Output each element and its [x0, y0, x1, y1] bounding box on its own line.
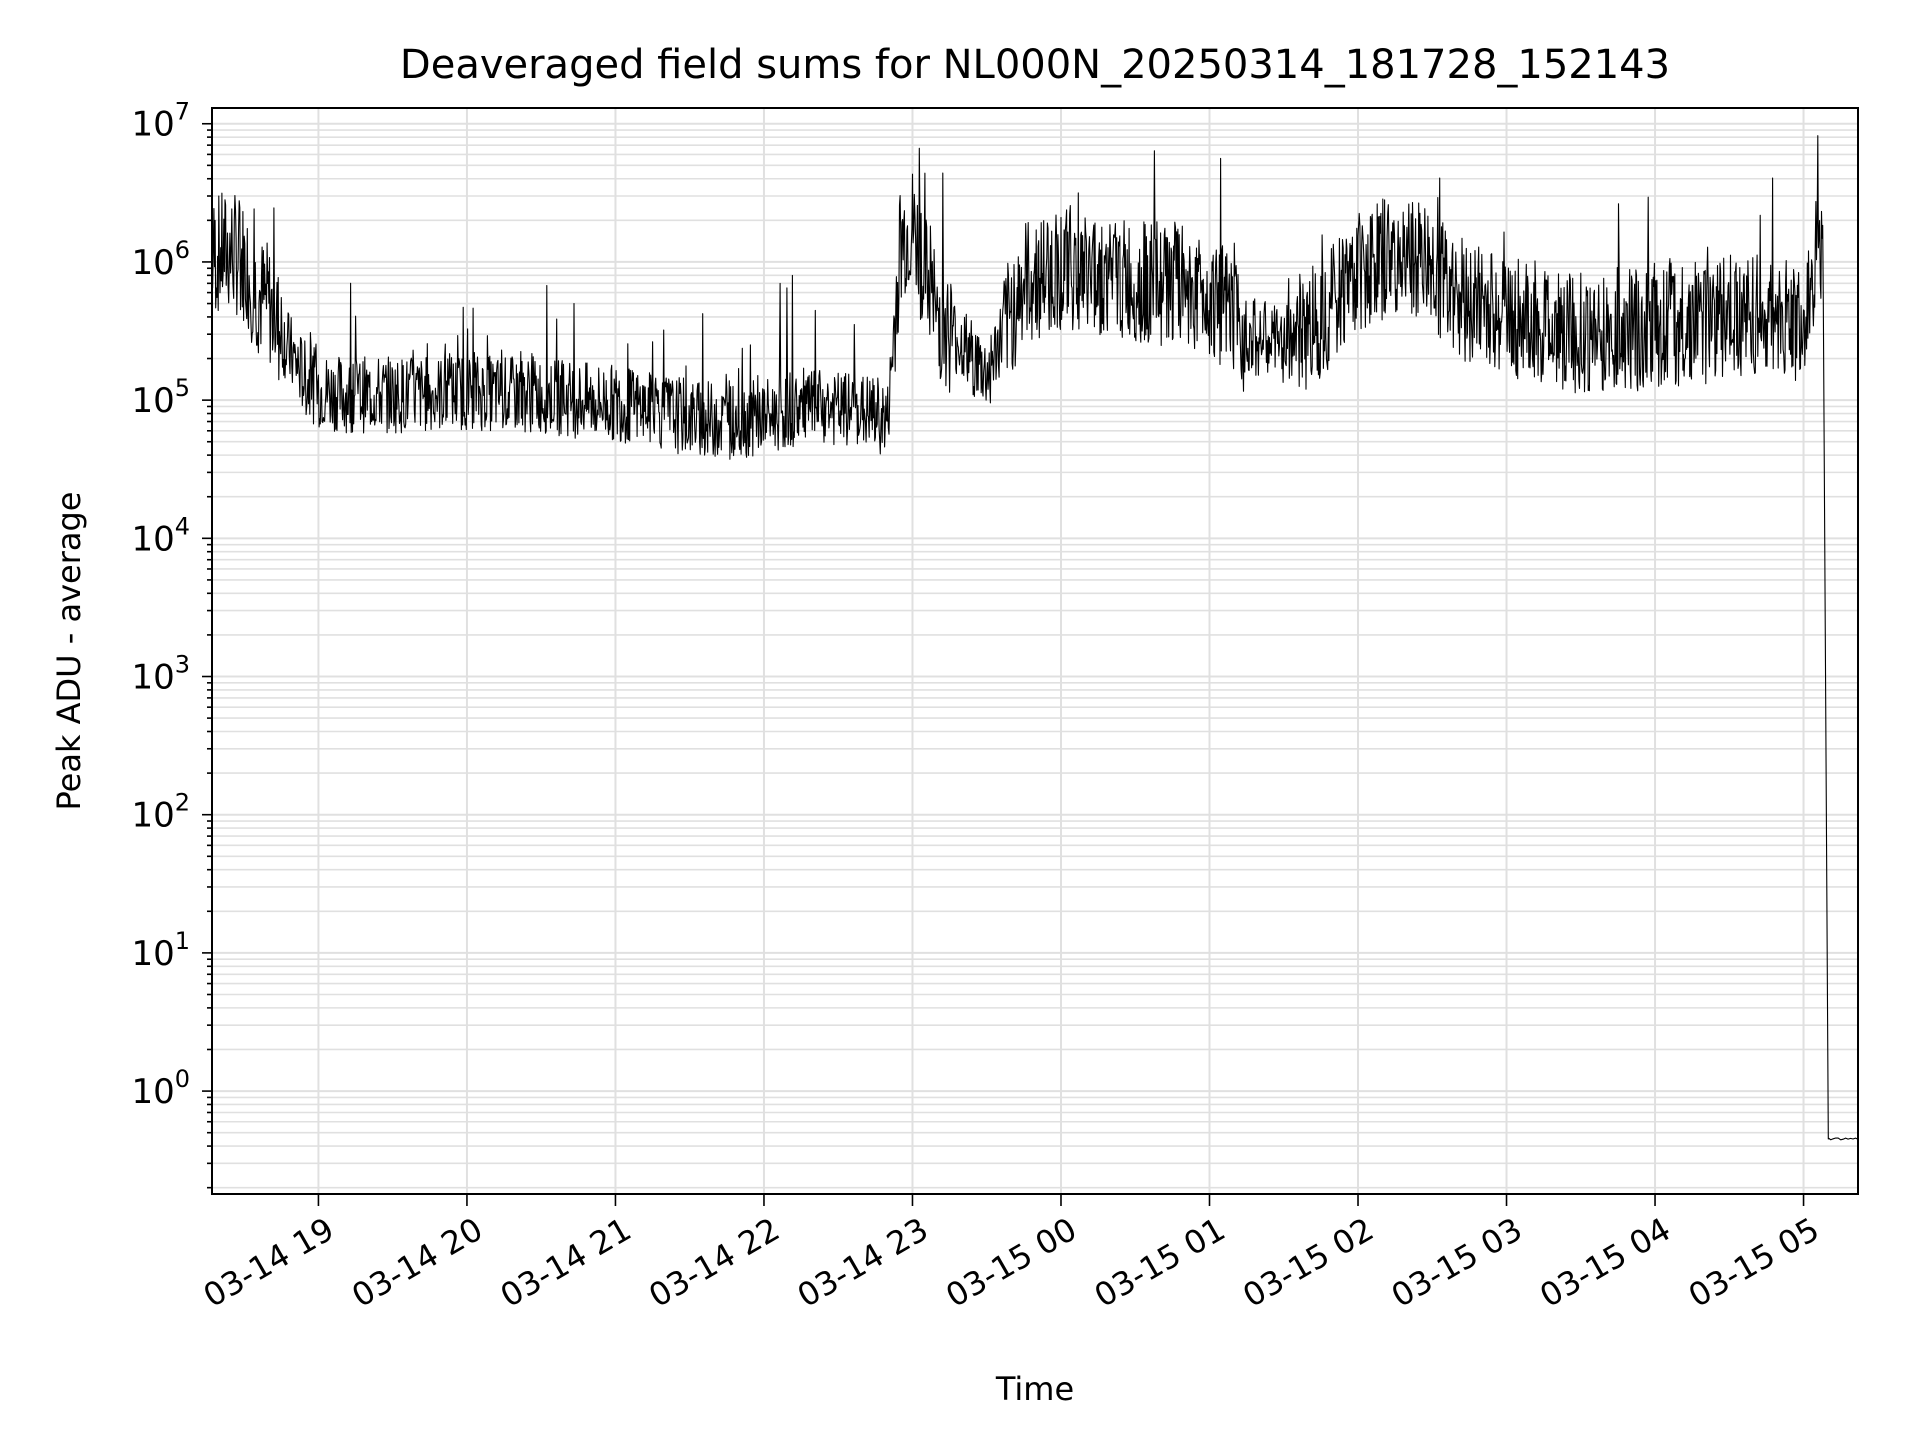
gridlines [212, 108, 1858, 1194]
y-tick-label: 105 [131, 374, 190, 421]
y-tick-label: 107 [131, 98, 190, 145]
x-tick-label: 03-15 03 [1385, 1210, 1529, 1315]
y-tick-label: 106 [131, 236, 190, 283]
data-series-line [211, 135, 1859, 1141]
y-tick-label: 104 [131, 512, 190, 559]
x-tick-label: 03-15 01 [1088, 1210, 1232, 1315]
x-tick-label: 03-14 23 [791, 1210, 935, 1315]
x-axis-label: Time [995, 1370, 1074, 1408]
x-tick-label: 03-14 21 [494, 1210, 638, 1315]
plot-area-frame [211, 107, 1859, 1195]
x-tick-label: 03-14 22 [642, 1210, 786, 1315]
y-axis-label: Peak ADU - average [50, 492, 88, 811]
y-tick-label: 100 [131, 1065, 190, 1112]
y-tick-label: 102 [131, 789, 190, 836]
chart-title: Deaveraged field sums for NL000N_2025031… [400, 42, 1670, 88]
x-tick-label: 03-14 20 [345, 1210, 489, 1315]
x-tick-label: 03-15 05 [1682, 1210, 1826, 1315]
y-tick-label: 103 [131, 651, 190, 698]
x-tick-label: 03-15 04 [1533, 1210, 1677, 1315]
x-tick-label: 03-15 02 [1236, 1210, 1380, 1315]
x-tick-label: 03-14 19 [197, 1210, 341, 1315]
x-tick-label: 03-15 00 [939, 1210, 1083, 1315]
y-tick-label: 101 [131, 927, 190, 974]
